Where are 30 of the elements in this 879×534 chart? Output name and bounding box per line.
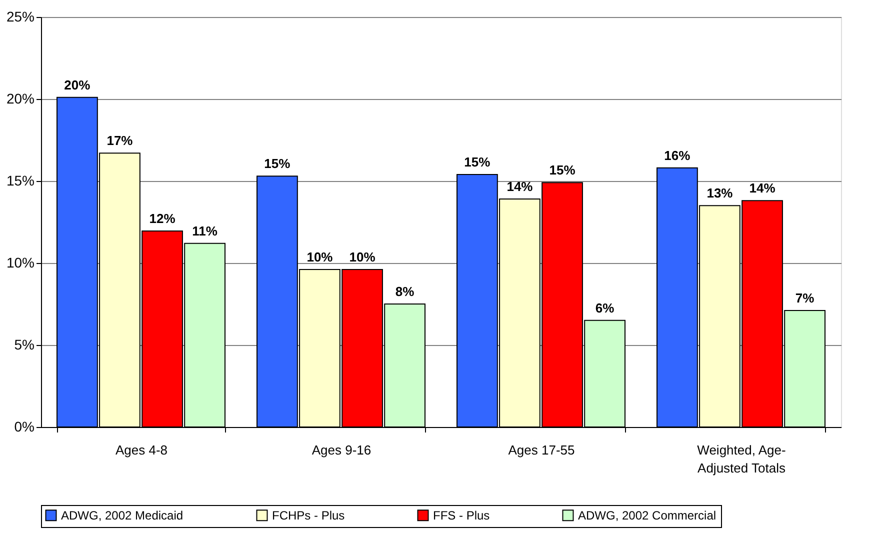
y-tick-label: 0% — [14, 418, 34, 434]
data-label: 17% — [106, 133, 134, 148]
data-label: 13% — [706, 186, 734, 201]
y-tick-label: 5% — [14, 336, 34, 352]
data-label: 15% — [549, 162, 576, 178]
legend-label: ADWG, 2002 Commercial — [578, 508, 716, 522]
data-label: 6% — [595, 300, 615, 316]
data-label: 7% — [795, 290, 815, 306]
x-tick-label: Ages 9-16 — [312, 442, 372, 458]
data-label: 16% — [664, 148, 691, 163]
legend-label: ADWG, 2002 Medicaid — [61, 508, 184, 522]
data-label: 15% — [464, 154, 491, 170]
x-tick-label: Ages 17-55 — [508, 442, 575, 458]
data-label: 12% — [149, 211, 176, 226]
y-tick-label: 25% — [6, 8, 34, 24]
legend-label: FCHPs - Plus — [272, 508, 345, 522]
x-tick-label: Ages 4-8 — [115, 442, 168, 458]
y-tick-label: 15% — [6, 172, 34, 188]
data-label: 20% — [64, 77, 91, 92]
data-label: 10% — [349, 250, 376, 265]
data-label: 11% — [192, 223, 218, 238]
legend-label: FFS - Plus — [433, 508, 490, 522]
data-label: 14% — [749, 180, 776, 196]
data-label: 10% — [306, 250, 334, 265]
x-tick-label: Weighted, Age-Adjusted Totals — [697, 442, 786, 476]
y-tick-label: 20% — [6, 90, 34, 106]
y-tick-label: 10% — [6, 254, 34, 270]
data-label: 15% — [264, 156, 291, 172]
data-label: 8% — [395, 284, 415, 299]
data-label: 14% — [506, 179, 534, 194]
